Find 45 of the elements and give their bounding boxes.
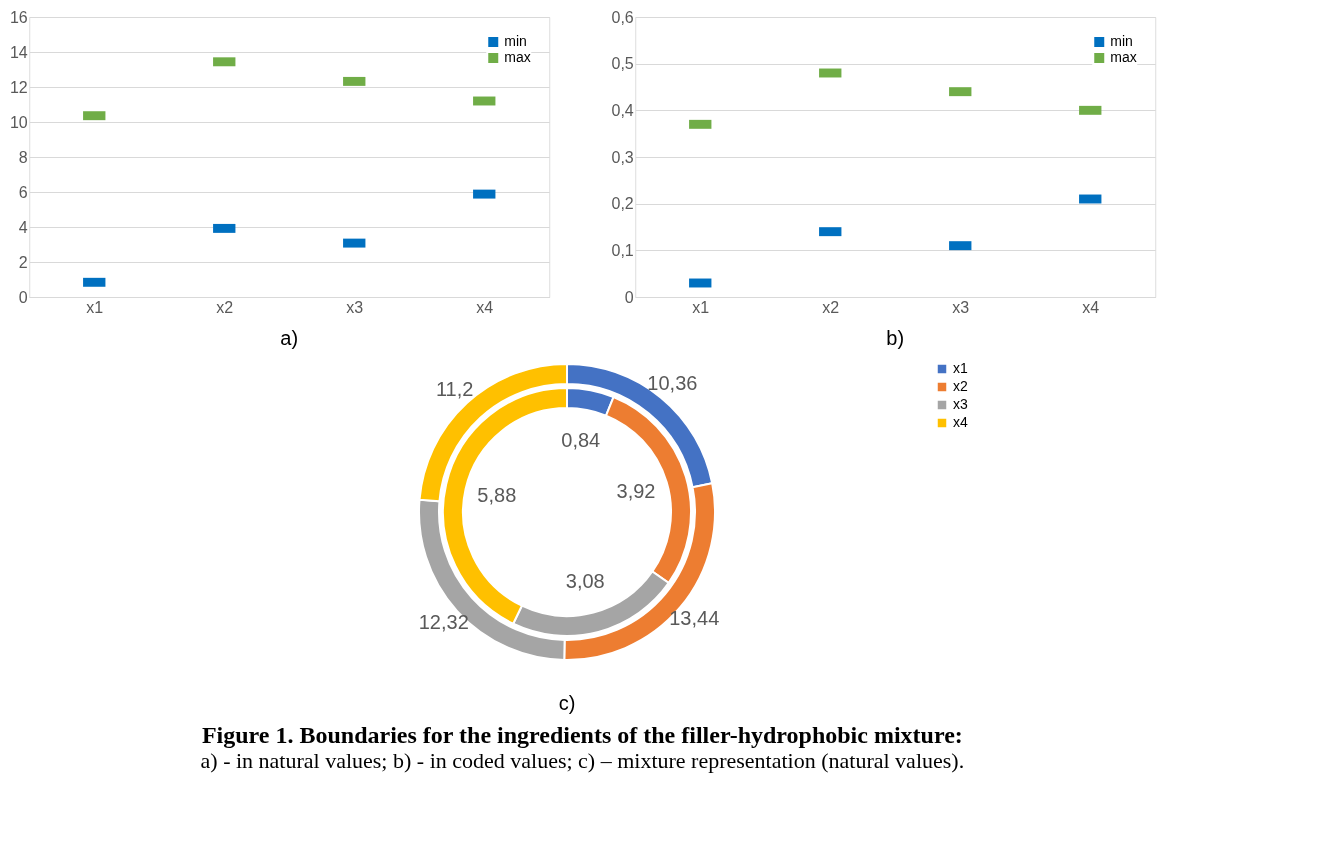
legend-label: max [1110,49,1137,65]
data-label: 5,88 [477,483,517,506]
text: Figure 1. Boundaries for the ingredients of the filler-hydrophobic mixture: [201,722,963,748]
text: a) [280,327,299,349]
y-tick-label: 0 [18,288,28,306]
data-label: 10,36 [647,371,698,394]
text: c) [558,692,576,714]
x-tick-label: x1 [692,298,710,316]
legend-label: x1 [953,360,968,376]
legend-label: min [1110,33,1133,49]
legend-label: x3 [953,396,968,412]
legend-label: x4 [953,414,968,430]
x-tick-label: x3 [346,298,364,316]
data-label: 12,32 [418,611,469,634]
x-tick-label: x2 [216,298,234,316]
y-tick-label: 2 [18,253,28,271]
x-tick-label: x4 [476,298,494,316]
y-tick-label: 14 [9,43,28,61]
legend-label: min [504,33,527,49]
data-label: 0,84 [561,429,601,452]
data-label: 3,92 [616,479,656,502]
legend-label: max [504,49,531,65]
y-tick-label: 0 [624,288,634,306]
text: b) [886,327,905,349]
data-label: 13,44 [669,606,720,629]
y-tick-label: 0,3 [611,148,634,166]
y-tick-label: 12 [9,78,28,96]
x-tick-label: x1 [86,298,104,316]
y-tick-label: 0,6 [611,8,634,26]
data-label: 3,08 [565,569,605,592]
y-tick-label: 6 [18,183,28,201]
y-tick-label: 10 [9,113,28,131]
y-tick-label: 4 [18,218,28,236]
x-tick-label: x4 [1082,298,1100,316]
x-tick-label: x3 [952,298,970,316]
data-label: 11,2 [435,377,474,400]
y-tick-label: 16 [9,8,28,26]
legend-label: x2 [953,378,968,394]
text: a) - in natural values; b) - in coded values; c) – mixture representation (natural values). [200,748,965,773]
y-tick-label: 0,5 [611,55,634,73]
x-tick-label: x2 [822,298,840,316]
y-tick-label: 0,2 [611,195,634,213]
y-tick-label: 0,4 [611,101,634,119]
y-tick-label: 0,1 [611,241,634,259]
y-tick-label: 8 [18,148,28,166]
